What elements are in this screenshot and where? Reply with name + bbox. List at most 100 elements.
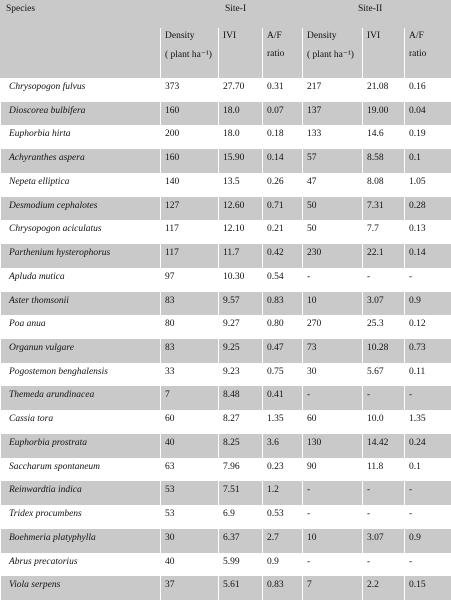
table-cell: 10.0 bbox=[362, 410, 404, 434]
column-header: Density ( plant ha⁻¹) bbox=[160, 28, 218, 78]
table-cell: 0.53 bbox=[262, 505, 302, 529]
table-row: Aster thomsonii 83 9.57 0.83 10 3.07 0.9 bbox=[0, 291, 451, 316]
table-cell: 0.23 bbox=[262, 457, 302, 482]
table-cell: 10 bbox=[302, 291, 362, 316]
table-cell: 0.9 bbox=[404, 528, 451, 553]
table-cell: 0.75 bbox=[262, 362, 302, 387]
table-cell: - bbox=[302, 552, 362, 577]
table-cell: Pogostemon benghalensis bbox=[0, 362, 160, 387]
column-header: A/F ratio bbox=[404, 28, 451, 78]
table-cell: 0.1 bbox=[404, 149, 451, 173]
table-cell: Parthenium hysterophorus bbox=[0, 244, 160, 268]
table-cell: 0.9 bbox=[262, 552, 302, 577]
table-cell: Cassia tora bbox=[0, 410, 160, 434]
table-cell: 5.67 bbox=[362, 362, 404, 387]
table-cell: 0.12 bbox=[404, 315, 451, 339]
table-cell: 7 bbox=[302, 576, 362, 600]
table-cell: 130 bbox=[302, 433, 362, 458]
table-cell: - bbox=[362, 386, 404, 411]
table-cell: 10 bbox=[302, 528, 362, 553]
table-row: Nepeta elliptica 140 13.5 0.26 47 8.08 1.05 bbox=[0, 172, 451, 197]
table-cell: 40 bbox=[160, 433, 218, 458]
table-cell: Tridex procumbens bbox=[0, 505, 160, 529]
table-cell: 9.27 bbox=[218, 315, 262, 339]
table-cell: 5.99 bbox=[218, 552, 262, 577]
table-cell: 50 bbox=[302, 220, 362, 245]
table-cell: - bbox=[404, 552, 451, 577]
table-cell: Aster thomsonii bbox=[0, 291, 160, 316]
table-cell: 160 bbox=[160, 149, 218, 173]
table-cell: 19.00 bbox=[362, 101, 404, 126]
column-header-line: IVI bbox=[367, 31, 381, 41]
table-cell: 0.28 bbox=[404, 196, 451, 221]
column-header-line: Density bbox=[165, 31, 195, 41]
table-cell: 6.37 bbox=[218, 528, 262, 553]
column-header: A/F ratio bbox=[262, 28, 302, 78]
table-row: Saccharum spontaneum 63 7.96 0.23 90 11.8 0.1 bbox=[0, 457, 451, 482]
table-cell: 0.21 bbox=[262, 220, 302, 245]
table-cell: - bbox=[302, 481, 362, 506]
table-cell: 53 bbox=[160, 505, 218, 529]
table-cell: - bbox=[362, 481, 404, 506]
table-cell: 373 bbox=[160, 78, 218, 102]
table-cell: - bbox=[302, 386, 362, 411]
table-row: Euphorbia prostrata 40 8.25 3.6 130 14.42 0.24 bbox=[0, 433, 451, 458]
table-cell: - bbox=[404, 267, 451, 292]
site-header: Site-II bbox=[358, 4, 383, 14]
table-cell: 5.61 bbox=[218, 576, 262, 600]
table-cell: 12.10 bbox=[218, 220, 262, 245]
header: Species Site-I Site-II Density ( plant ha… bbox=[0, 0, 451, 78]
table-cell: 1.35 bbox=[262, 410, 302, 434]
table-cell: 0.9 bbox=[404, 291, 451, 316]
table-cell: 13.5 bbox=[218, 172, 262, 197]
table-row: Desmodium cephalotes 127 12.60 0.71 50 7.31 0.… bbox=[0, 196, 451, 221]
table-cell: 0.14 bbox=[404, 244, 451, 268]
table-cell: - bbox=[302, 505, 362, 529]
table-cell: 15.90 bbox=[218, 149, 262, 173]
table-cell: 117 bbox=[160, 220, 218, 245]
table-cell: 3.07 bbox=[362, 528, 404, 553]
table-cell: 7.7 bbox=[362, 220, 404, 245]
table-cell: 8.25 bbox=[218, 433, 262, 458]
table-cell: Boehmeria platyphylla bbox=[0, 528, 160, 553]
table-cell: - bbox=[404, 505, 451, 529]
table-cell: Apluda mutica bbox=[0, 267, 160, 292]
table-cell: 0.83 bbox=[262, 291, 302, 316]
table-cell: Nepeta elliptica bbox=[0, 172, 160, 197]
table-cell: 0.31 bbox=[262, 78, 302, 102]
table-row: Viola serpens 37 5.61 0.83 7 2.2 0.15 bbox=[0, 576, 451, 600]
table-cell: - bbox=[404, 481, 451, 506]
table-cell: 0.42 bbox=[262, 244, 302, 268]
table-cell: 7.96 bbox=[218, 457, 262, 482]
table-cell: 160 bbox=[160, 101, 218, 126]
table-cell: 0.18 bbox=[262, 125, 302, 150]
table-cell: 6.9 bbox=[218, 505, 262, 529]
table-cell: 0.54 bbox=[262, 267, 302, 292]
species-header: Species bbox=[6, 4, 36, 14]
table-cell: 73 bbox=[302, 339, 362, 363]
table-cell: 2.7 bbox=[262, 528, 302, 553]
table-cell: 63 bbox=[160, 457, 218, 482]
table-cell: 33 bbox=[160, 362, 218, 387]
table-cell: 8.08 bbox=[362, 172, 404, 197]
column-header-line: ( plant ha⁻¹) bbox=[165, 50, 212, 60]
table-cell: 140 bbox=[160, 172, 218, 197]
table-cell: 9.23 bbox=[218, 362, 262, 387]
table-cell: - bbox=[362, 505, 404, 529]
table-cell: 12.60 bbox=[218, 196, 262, 221]
table-cell: 40 bbox=[160, 552, 218, 577]
table-cell: 60 bbox=[160, 410, 218, 434]
table-cell: 14.42 bbox=[362, 433, 404, 458]
table-cell: 83 bbox=[160, 291, 218, 316]
table-row: Achyranthes aspera 160 15.90 0.14 57 8.58 0.1 bbox=[0, 149, 451, 173]
table-cell: 14.6 bbox=[362, 125, 404, 150]
table-cell: 0.07 bbox=[262, 101, 302, 126]
column-header-line: ( plant ha⁻¹) bbox=[307, 50, 354, 60]
table-cell: 47 bbox=[302, 172, 362, 197]
table-cell: 60 bbox=[302, 410, 362, 434]
column-header: Density ( plant ha⁻¹) bbox=[302, 28, 362, 78]
table-cell: 0.15 bbox=[404, 576, 451, 600]
table-cell: 0.04 bbox=[404, 101, 451, 126]
table-cell: 1.2 bbox=[262, 481, 302, 506]
